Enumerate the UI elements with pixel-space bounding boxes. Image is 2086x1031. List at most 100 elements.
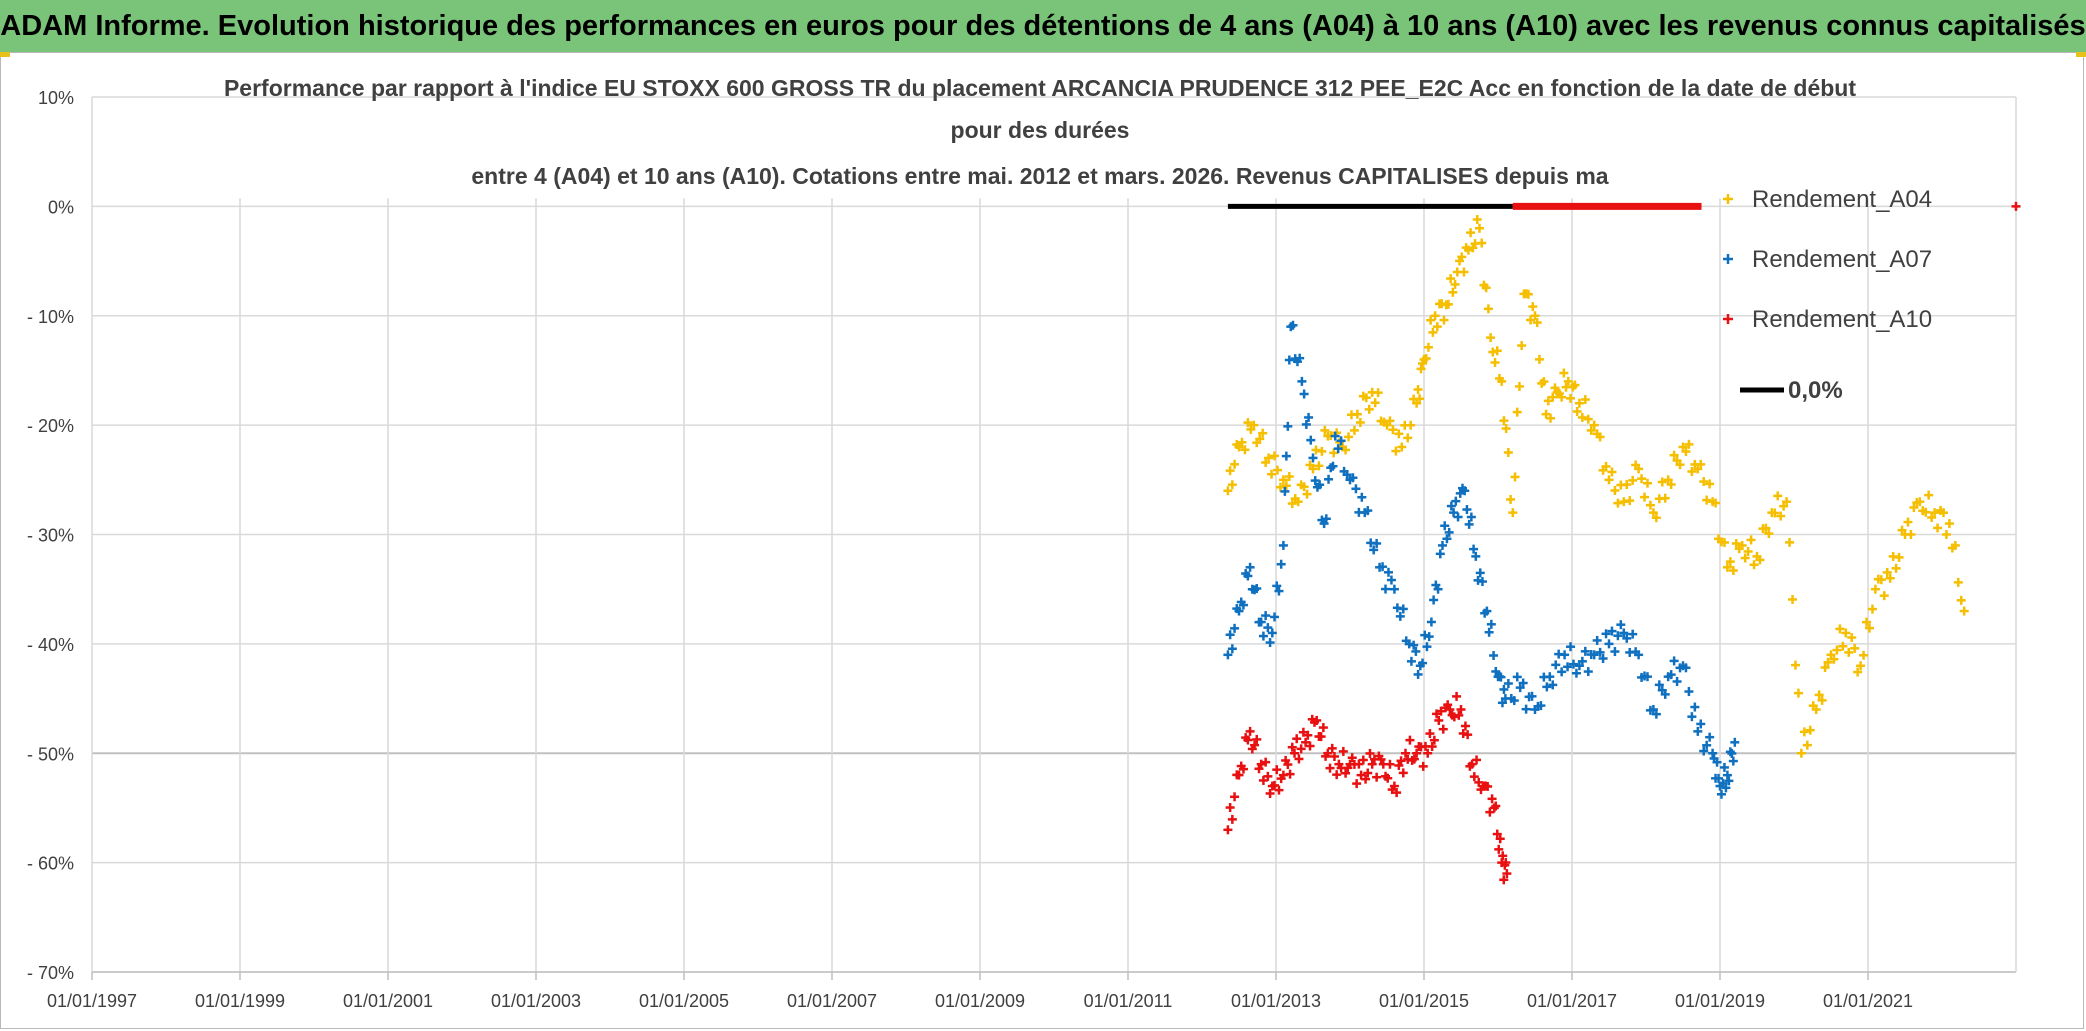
point-rendement-a04	[1790, 660, 1800, 670]
point-rendement-a04	[1264, 453, 1274, 463]
point-rendement-a04	[1944, 519, 1954, 529]
point-rendement-a07	[1446, 501, 1456, 511]
point-rendement-a04	[1645, 500, 1655, 510]
point-rendement-a04	[1341, 445, 1351, 455]
point-rendement-a04	[1749, 560, 1759, 570]
point-rendement-a07	[1654, 680, 1664, 690]
point-rendement-a10	[1363, 768, 1373, 778]
point-rendement-a04	[1755, 555, 1765, 565]
point-rendement-a04	[1421, 353, 1431, 363]
x-tick-label: 01/01/2019	[1675, 991, 1765, 1011]
point-rendement-a10	[1361, 774, 1371, 784]
y-tick-label: - 20%	[27, 416, 74, 436]
point-rendement-a10	[1274, 785, 1284, 795]
point-rendement-a10	[1463, 730, 1473, 740]
point-rendement-a07	[1592, 635, 1602, 645]
point-rendement-a10	[1491, 801, 1501, 811]
point-rendement-a04	[1956, 595, 1966, 605]
point-rendement-a04	[1355, 418, 1365, 428]
point-rendement-a10	[1469, 772, 1479, 782]
point-rendement-a07	[1619, 628, 1629, 638]
point-rendement-a04	[1785, 537, 1795, 547]
point-rendement-a04	[1817, 695, 1827, 705]
point-rendement-a04	[1508, 508, 1518, 518]
chart-title-line-2: pour des durées	[951, 117, 1130, 143]
point-rendement-a04	[1566, 393, 1576, 403]
legend-label-a04: Rendement_A04	[1752, 186, 1932, 213]
point-rendement-a04	[1681, 447, 1691, 457]
point-rendement-a04	[1711, 498, 1721, 508]
point-rendement-a10	[1323, 748, 1333, 758]
point-rendement-a04	[1227, 480, 1237, 490]
point-rendement-a07	[1395, 611, 1405, 621]
point-rendement-a07	[1409, 640, 1419, 650]
legend-marker-a10	[1723, 314, 1733, 324]
point-rendement-a07	[1386, 575, 1396, 585]
point-rendement-a07	[1690, 702, 1700, 712]
point-rendement-a04	[1648, 508, 1658, 518]
point-rendement-a07	[1336, 436, 1346, 446]
point-rendement-a07	[1301, 419, 1311, 429]
point-rendement-a04	[1782, 497, 1792, 507]
point-rendement-a04	[1406, 420, 1416, 430]
point-rendement-a04	[1394, 429, 1404, 439]
point-rendement-a07	[1604, 639, 1614, 649]
point-rendement-a10	[1483, 781, 1493, 791]
x-tick-label: 01/01/1999	[195, 991, 285, 1011]
point-rendement-a04	[1773, 491, 1783, 501]
point-rendement-a04	[1255, 434, 1265, 444]
point-rendement-a04	[1699, 477, 1709, 487]
point-rendement-a07	[1583, 667, 1593, 677]
point-rendement-a07	[1536, 701, 1546, 711]
point-rendement-a07	[1348, 473, 1358, 483]
point-rendement-a07	[1398, 604, 1408, 614]
point-rendement-a04	[1344, 432, 1354, 442]
point-rendement-a04	[1678, 442, 1688, 452]
point-rendement-a04	[1832, 645, 1842, 655]
point-rendement-a04	[1876, 575, 1886, 585]
point-rendement-a10	[1250, 740, 1260, 750]
point-rendement-a10	[1265, 788, 1275, 798]
point-rendement-a04	[1528, 302, 1538, 312]
point-rendement-a04	[1731, 538, 1741, 548]
point-rendement-a07	[1276, 559, 1286, 569]
point-rendement-a04	[1950, 540, 1960, 550]
point-rendement-a07	[1719, 762, 1729, 772]
point-rendement-a07	[1722, 770, 1732, 780]
point-rendement-a04	[1802, 740, 1812, 750]
point-rendement-a10	[1292, 734, 1302, 744]
point-rendement-a07	[1234, 606, 1244, 616]
point-rendement-a04	[1959, 606, 1969, 616]
point-rendement-a04	[1572, 407, 1582, 417]
point-rendement-a10	[1425, 729, 1435, 739]
point-rendement-a04	[1230, 459, 1240, 469]
point-rendement-a04	[1349, 425, 1359, 435]
point-rendement-a10	[1498, 851, 1508, 861]
point-rendement-a07	[1223, 650, 1233, 660]
point-rendement-a07	[1542, 682, 1552, 692]
point-rendement-a07	[1306, 435, 1316, 445]
point-rendement-a10	[1318, 723, 1328, 733]
point-rendement-a07	[1521, 704, 1531, 714]
point-rendement-a07	[1598, 653, 1608, 663]
point-rendement-a04	[1281, 481, 1291, 491]
point-rendement-a04	[1823, 657, 1833, 667]
point-rendement-a07	[1681, 663, 1691, 673]
point-rendement-a10	[1452, 691, 1462, 701]
point-rendement-a07	[1730, 737, 1740, 747]
y-tick-label: - 40%	[27, 635, 74, 655]
point-rendement-a07	[1509, 696, 1519, 706]
point-rendement-a04	[1625, 496, 1635, 506]
point-rendement-a04	[1397, 442, 1407, 452]
point-rendement-a10	[1401, 748, 1410, 758]
point-rendement-a04	[1953, 577, 1963, 587]
point-rendement-a07	[1482, 606, 1492, 616]
point-rendement-a04	[1669, 450, 1679, 460]
point-rendement-a07	[1460, 486, 1470, 496]
point-rendement-a04	[1640, 492, 1650, 502]
point-rendement-a04	[1559, 368, 1569, 378]
point-rendement-a04	[1728, 566, 1738, 576]
point-rendement-a10	[1252, 734, 1262, 744]
point-rendement-a07	[1712, 757, 1722, 767]
point-rendement-a04	[1503, 447, 1513, 457]
